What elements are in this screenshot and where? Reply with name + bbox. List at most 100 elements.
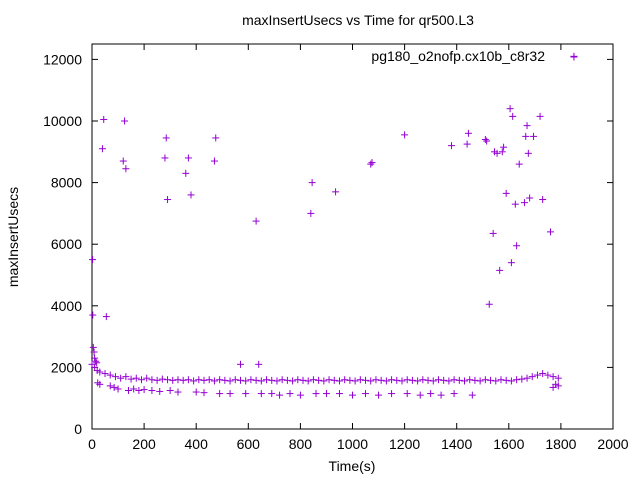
y-tick-label: 2000 xyxy=(51,359,82,375)
y-tick-label: 6000 xyxy=(51,236,82,252)
data-point xyxy=(135,387,143,394)
data-point xyxy=(111,373,119,381)
x-tick-label: 1000 xyxy=(337,436,368,452)
data-point xyxy=(346,376,354,384)
data-point xyxy=(92,357,100,365)
data-point xyxy=(294,376,302,384)
data-point xyxy=(546,228,554,236)
data-point xyxy=(320,377,328,385)
data-point xyxy=(356,376,364,384)
data-point xyxy=(299,376,307,384)
data-point xyxy=(382,377,390,385)
data-point xyxy=(283,376,291,384)
data-point xyxy=(500,143,508,151)
data-point xyxy=(247,376,255,384)
data-point xyxy=(523,374,531,382)
data-point xyxy=(216,376,224,384)
x-axis-label: Time(s) xyxy=(329,458,376,474)
data-point xyxy=(466,376,474,384)
data-point xyxy=(242,390,250,398)
data-point xyxy=(286,390,294,398)
legend-series-label: pg180_o2nofp.cx10b_c8r32 xyxy=(371,48,545,64)
data-point xyxy=(471,376,479,384)
data-point xyxy=(312,390,320,398)
data-point xyxy=(102,313,110,321)
data-point xyxy=(481,376,489,384)
data-point xyxy=(325,376,333,384)
x-tick-label: 0 xyxy=(88,436,96,452)
x-tick-label: 200 xyxy=(132,436,156,452)
data-point xyxy=(388,390,396,398)
data-point xyxy=(497,376,505,384)
data-point xyxy=(524,149,532,157)
data-point xyxy=(236,376,244,384)
data-point xyxy=(140,386,148,394)
data-point xyxy=(130,385,138,393)
data-point xyxy=(252,217,260,225)
data-point xyxy=(98,145,106,153)
data-point xyxy=(200,389,208,397)
data-point xyxy=(424,376,432,384)
data-point xyxy=(315,376,323,384)
data-point xyxy=(419,376,427,384)
data-point xyxy=(117,374,125,382)
data-point xyxy=(489,229,497,237)
data-point xyxy=(184,376,192,384)
data-point xyxy=(468,391,476,399)
data-point xyxy=(434,376,442,384)
data-point xyxy=(210,377,218,385)
data-point xyxy=(403,390,411,398)
data-point xyxy=(481,135,489,143)
data-point xyxy=(523,122,531,130)
data-point xyxy=(341,376,349,384)
data-point xyxy=(464,129,472,137)
data-point xyxy=(212,134,220,142)
data-point xyxy=(530,132,538,140)
data-point xyxy=(520,199,528,207)
data-point xyxy=(403,376,411,384)
data-point xyxy=(187,191,195,199)
data-point xyxy=(388,376,396,384)
data-point xyxy=(322,390,330,398)
data-point xyxy=(502,376,510,384)
data-point xyxy=(509,112,517,120)
data-point xyxy=(367,377,375,385)
x-tick-label: 1200 xyxy=(389,436,420,452)
data-point xyxy=(255,360,263,368)
data-point xyxy=(526,194,534,202)
data-point xyxy=(148,376,156,384)
x-tick-label: 400 xyxy=(185,436,209,452)
data-point xyxy=(450,390,458,398)
data-point xyxy=(349,391,356,399)
legend-marker xyxy=(570,53,578,61)
data-point xyxy=(507,377,515,385)
y-axis-label: maxInsertUsecs xyxy=(5,187,21,287)
data-point xyxy=(124,387,132,394)
data-point xyxy=(539,196,547,204)
data-point xyxy=(498,148,506,156)
data-point xyxy=(483,137,491,145)
data-point xyxy=(96,368,104,376)
data-point xyxy=(132,374,140,382)
data-point xyxy=(416,391,424,399)
data-point xyxy=(377,376,385,384)
data-point xyxy=(533,371,541,379)
data-point xyxy=(335,377,343,385)
data-point xyxy=(106,382,114,390)
data-point xyxy=(554,374,562,382)
data-point xyxy=(513,376,521,384)
data-point xyxy=(90,348,98,356)
data-point xyxy=(437,391,445,399)
x-tick-label: 1400 xyxy=(441,436,472,452)
data-point xyxy=(164,196,172,204)
data-point xyxy=(205,376,213,384)
data-point xyxy=(335,390,343,398)
data-point xyxy=(122,373,130,381)
data-point xyxy=(515,160,523,168)
x-tick-label: 800 xyxy=(289,436,313,452)
data-point xyxy=(236,360,244,368)
data-point xyxy=(257,390,265,398)
data-point xyxy=(174,376,182,384)
data-point xyxy=(429,377,437,385)
